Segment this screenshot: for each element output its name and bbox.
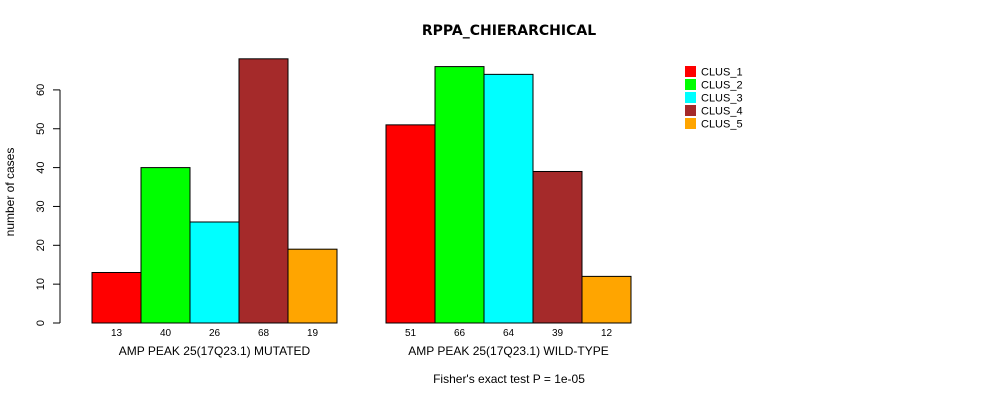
legend-label: CLUS_4 [701, 106, 743, 118]
bar-count-label: 68 [258, 328, 270, 339]
bar-clus-1-group-2 [385, 124, 436, 324]
bar-clus-2-group-1 [140, 167, 191, 324]
legend-label: CLUS_5 [701, 119, 743, 131]
bar-count-label: 19 [307, 328, 319, 339]
legend-label: CLUS_3 [701, 93, 743, 105]
y-axis: 0 10 20 30 40 50 60 [35, 84, 61, 326]
legend-label: CLUS_1 [701, 67, 743, 79]
bar-count-label: 12 [601, 328, 613, 339]
y-tick-label: 0 [35, 320, 47, 326]
legend-swatch [685, 105, 696, 116]
bar-clus-5-group-1 [287, 248, 338, 324]
bar-count-label: 40 [160, 328, 172, 339]
bar-clus-5-group-2 [581, 275, 632, 324]
legend-swatch [685, 79, 696, 90]
y-tick-label: 10 [35, 278, 47, 290]
bar-count-label: 39 [552, 328, 564, 339]
bar-clus-4-group-2 [532, 170, 583, 324]
bar-count-label: 26 [209, 328, 221, 339]
legend-swatch [685, 66, 696, 77]
y-tick-label: 30 [35, 200, 47, 212]
bar-clus-4-group-1 [238, 58, 289, 324]
group-label-2: AMP PEAK 25(17Q23.1) WILD-TYPE [408, 344, 609, 358]
bar-count-label: 13 [111, 328, 123, 339]
chart-title: RPPA_CHIERARCHICAL [422, 23, 596, 39]
bars [91, 58, 632, 324]
y-tick-label: 60 [35, 84, 47, 96]
bar-clus-3-group-1 [189, 221, 240, 324]
count-labels: 13 40 26 68 19 51 66 64 39 12 [111, 328, 613, 339]
group-labels: AMP PEAK 25(17Q23.1) MUTATED AMP PEAK 25(… [119, 344, 609, 358]
group-label-1: AMP PEAK 25(17Q23.1) MUTATED [119, 344, 311, 358]
legend-swatch [685, 92, 696, 103]
bar-clus-3-group-2 [483, 73, 534, 324]
legend-label: CLUS_2 [701, 80, 743, 92]
y-tick-label: 40 [35, 161, 47, 173]
bar-count-label: 51 [405, 328, 417, 339]
y-tick-label: 50 [35, 123, 47, 135]
bar-count-label: 66 [454, 328, 466, 339]
bar-clus-1-group-1 [91, 271, 142, 324]
bar-count-label: 64 [503, 328, 515, 339]
legend-swatch [685, 118, 696, 129]
y-axis-label: number of cases [3, 148, 17, 237]
y-tick-label: 20 [35, 239, 47, 251]
bar-clus-2-group-2 [434, 66, 485, 324]
fisher-test-footnote: Fisher's exact test P = 1e-05 [433, 372, 585, 386]
